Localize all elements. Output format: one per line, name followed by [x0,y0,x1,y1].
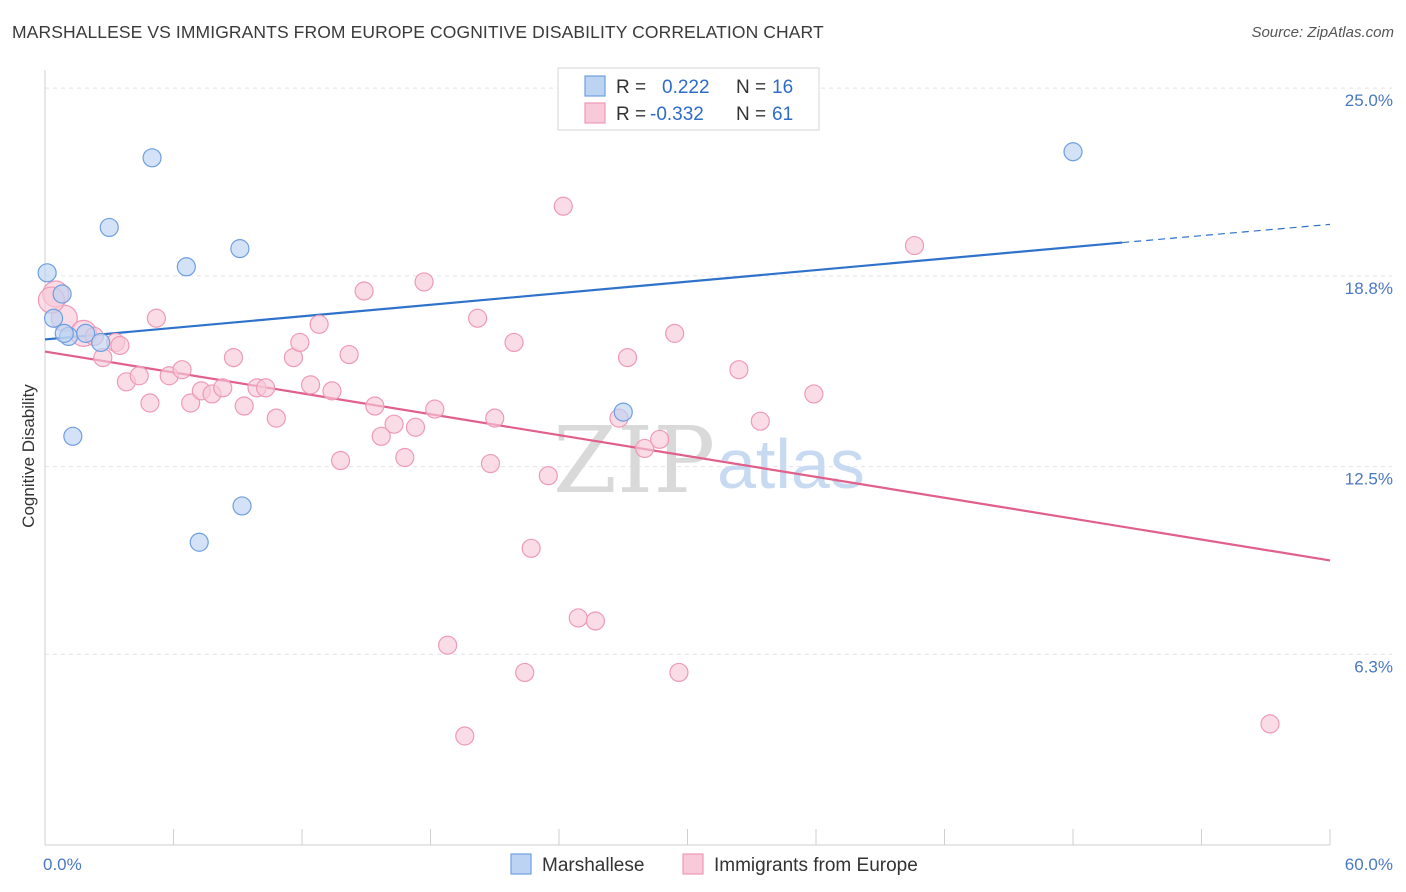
immigrants-point [395,447,415,468]
immigrants-point [371,426,391,446]
immigrants-point [223,347,244,368]
grid-lines [45,87,1392,655]
immigrants-point [213,378,233,398]
immigrants-point [309,314,329,334]
immigrants-point [339,344,359,365]
immigrants-point [414,272,434,292]
marshallese-point [52,284,72,304]
immigrants-point [504,332,524,353]
legend-swatch-immigrants [584,102,606,124]
trend-line-marshallese [44,241,1123,341]
legend-r-value-1: -0.332 [650,104,704,125]
immigrants-point [521,538,541,558]
watermark: ZIP atlas [553,407,865,514]
marshallese-point [230,239,250,259]
immigrants-point [665,323,685,343]
legend-n-value-0: 16 [772,77,793,98]
immigrants-point [438,635,458,655]
series-legend-label-immigrants: Immigrants from Europe [714,855,918,876]
x-tick-labels: 0.0% 60.0% [43,855,1393,874]
immigrants-point [904,235,925,256]
immigrants-point [146,308,166,328]
legend-r-label-0: R = [616,77,646,98]
immigrants-point [1260,714,1280,734]
immigrants-point [129,366,149,386]
chart-title: MARSHALLESE VS IMMIGRANTS FROM EUROPE CO… [12,22,824,42]
immigrants-point [181,393,201,413]
immigrants-point [255,378,276,398]
immigrants-point [354,281,374,301]
immigrants-point [538,466,558,486]
marshallese-point [176,257,196,277]
legend-n-label-1: N = [736,104,766,125]
legend-n-value-1: 61 [772,104,793,125]
immigrants-point [480,453,501,474]
x-tick-label-min: 0.0% [43,855,82,874]
series-legend: Marshallese Immigrants from Europe [510,853,918,876]
data-points [37,142,1280,746]
marshallese-point [99,217,119,238]
immigrants-point [804,384,824,404]
immigrants-point [729,360,749,380]
marshallese-point [613,402,633,422]
immigrants-point [266,408,286,428]
immigrants-point [234,396,254,416]
immigrants-point [384,414,404,434]
legend-r-value-0: 0.222 [662,77,710,98]
immigrants-point [425,399,445,419]
series-legend-label-marshallese: Marshallese [542,855,644,876]
marshallese-point [1063,142,1083,162]
immigrants-point [172,360,192,380]
immigrants-point [617,347,638,368]
immigrants-point [568,608,588,628]
marshallese-point [232,496,252,516]
axes [44,70,1331,846]
marshallese-point [91,332,111,353]
marshallese-point [189,532,209,552]
marshallese-point [37,263,57,283]
immigrants-point [140,393,160,413]
immigrants-point [750,411,770,431]
watermark-zip: ZIP [553,407,715,514]
immigrants-point [669,662,689,683]
immigrants-point [468,308,488,328]
series-legend-swatch-marshallese [510,853,532,875]
y-axis-title: Cognitive Disability [19,384,38,528]
series-legend-swatch-immigrants [682,853,704,875]
marshallese-point [76,323,96,343]
immigrants-point [635,438,655,459]
marshallese-point [54,323,74,343]
legend-n-label-0: N = [736,77,766,98]
y-tick-label: 18.8% [1345,279,1393,298]
x-tick-label-max: 60.0% [1345,855,1393,874]
chart-source: Source: ZipAtlas.com [1251,24,1394,41]
marshallese-point [43,308,64,328]
y-tick-label: 12.5% [1345,470,1393,489]
immigrants-point [485,408,505,428]
immigrants-point [553,196,573,216]
marshallese-point [63,426,83,446]
immigrants-point [405,417,426,437]
immigrants-point [455,726,475,746]
correlation-legend: R = 0.222 N = 16 R = -0.332 N = 61 [557,67,820,131]
y-tick-label: 25.0% [1345,91,1393,110]
legend-swatch-marshallese [584,75,606,97]
immigrants-point [322,381,342,401]
immigrants-point [365,396,385,416]
legend-r-label-1: R = [616,104,646,125]
immigrants-point [110,335,130,356]
immigrants-point [650,429,670,449]
trend-line-immigrants [44,350,1331,562]
y-tick-labels: 6.3% 12.5% 18.8% 25.0% [1345,91,1393,676]
y-tick-label: 6.3% [1354,657,1393,676]
immigrants-point [290,332,310,353]
immigrants-point [585,611,606,631]
immigrants-point [515,662,535,683]
immigrants-point [300,375,321,395]
immigrants-point [330,450,351,471]
marshallese-point [142,148,162,168]
trend-line-extension [1122,223,1331,244]
